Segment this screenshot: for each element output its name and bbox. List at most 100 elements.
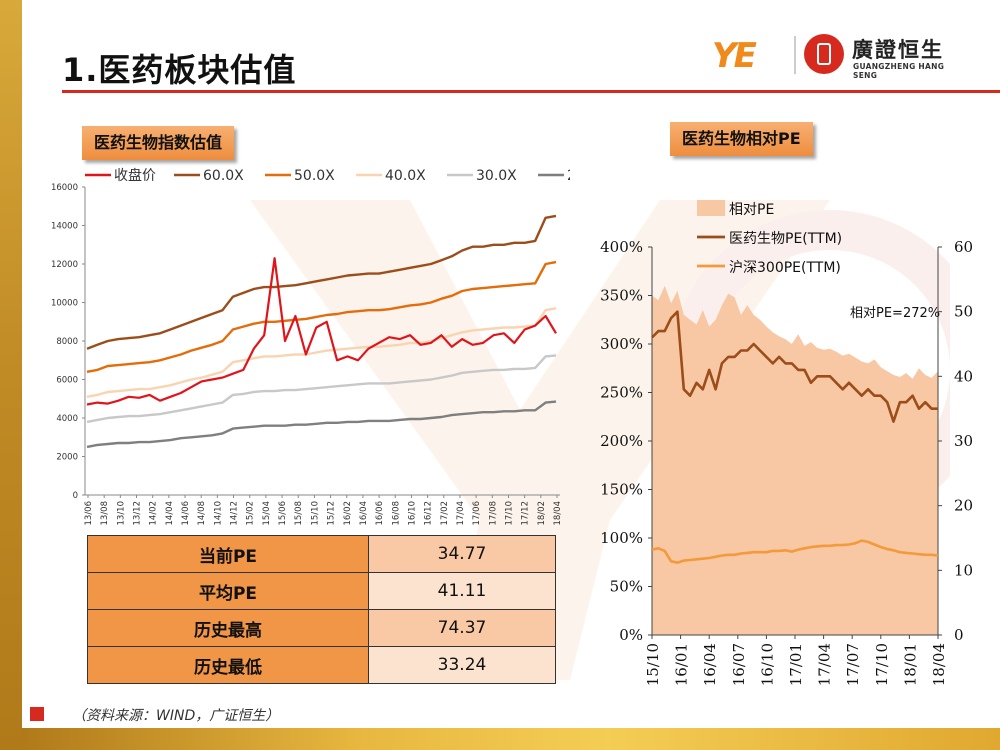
stat-value: 74.37 (368, 609, 556, 647)
legend-label: 60.0X (203, 168, 244, 184)
stat-value: 41.11 (368, 572, 556, 610)
x-tick-label: 15/06 (278, 501, 288, 526)
x-tick-label: 16/04 (359, 501, 369, 526)
x-tick-label: 17/10 (873, 643, 891, 686)
x-tick-label: 14/06 (181, 501, 191, 526)
x-tick-label: 16/04 (701, 643, 719, 686)
right-y-tick-label: 0 (954, 626, 964, 644)
right-y-tick-label: 20 (954, 497, 973, 515)
x-tick-label: 15/10 (644, 643, 662, 686)
table-row: 历史最低 33.24 (87, 646, 556, 684)
y-tick-label: 2000 (56, 453, 78, 463)
ye-logo-mark: YE (712, 36, 757, 76)
x-tick-label: 13/10 (116, 501, 126, 526)
relative-pe-chart: 0% 50% 100% 150% 200% 250% 300% 350% 400% 0 10 20 30… (600, 200, 973, 686)
x-tick-label: 18/04 (553, 501, 563, 526)
x-tick-label: 18/02 (537, 501, 547, 526)
x-tick-label: 14/10 (213, 501, 223, 526)
legend-label: 30.0X (476, 168, 517, 184)
relative-pe-area (652, 285, 938, 635)
relative-pe-area-fill (652, 285, 938, 635)
logo-divider (794, 36, 796, 74)
right-chart-title: 医药生物相对PE (670, 122, 813, 156)
x-tick-label: 13/08 (100, 501, 110, 526)
y-tick-label: 16000 (51, 183, 78, 193)
x-tick-label: 16/10 (407, 501, 417, 526)
left-y-tick-label: 300% (600, 335, 643, 353)
title-rule (62, 90, 1000, 93)
series-line (651, 310, 938, 423)
x-tick-label: 15/02 (246, 501, 256, 526)
left-y-tick-label: 250% (600, 384, 643, 402)
table-row: 平均PE 41.11 (87, 572, 556, 610)
relative-pe-legend: 相对PE 医药生物PE(TTM) 沪深300PE(TTM) (697, 200, 842, 276)
stat-label: 历史最高 (87, 609, 369, 647)
brand-logo: YE 廣證恒生 GUANGZHENG HANG SENG (712, 32, 960, 80)
source-marker (30, 707, 44, 721)
x-tick-label: 16/01 (673, 643, 691, 686)
series-line (86, 400, 557, 449)
logo-chinese-name: 廣證恒生 (852, 38, 944, 62)
legend-label: 20.0X (567, 168, 570, 184)
left-decor-bar (0, 0, 22, 750)
left-y-tick-label: 200% (600, 432, 643, 450)
left-y-tick-label: 0% (619, 626, 643, 644)
right-y-tick-label: 50 (954, 303, 973, 321)
y-tick-label: 12000 (51, 260, 78, 270)
x-tick-label: 15/08 (294, 501, 304, 526)
x-tick-label: 18/01 (901, 643, 919, 686)
series-line (86, 307, 557, 398)
left-chart-title: 医药生物指数估值 (82, 126, 235, 160)
legend-label: 收盘价 (114, 167, 156, 184)
right-y-tick-label: 60 (954, 238, 973, 256)
x-tick-label: 16/08 (391, 501, 401, 526)
source-note: （资料来源：WIND，广证恒生） (72, 708, 280, 724)
pe-band-chart: 收盘价 60.0X 50.0X 40.0X 30.0X 20.0X 0 2000 4000 60… (51, 167, 570, 526)
table-row: 当前PE 34.77 (87, 535, 556, 573)
x-tick-label: 18/04 (930, 643, 948, 686)
x-tick-label: 13/06 (84, 501, 94, 526)
y-tick-label: 14000 (51, 222, 78, 232)
x-tick-label: 17/02 (440, 501, 450, 526)
x-tick-label: 17/10 (504, 501, 514, 526)
x-tick-label: 15/10 (310, 501, 320, 526)
stat-value: 34.77 (368, 535, 556, 573)
x-tick-label: 15/04 (262, 501, 272, 526)
x-tick-label: 17/12 (521, 501, 531, 526)
legend-label: 40.0X (385, 168, 426, 184)
y-tick-label: 8000 (56, 337, 78, 347)
x-tick-label: 16/12 (424, 501, 434, 526)
legend-label: 沪深300PE(TTM) (729, 260, 841, 276)
series-line (86, 214, 557, 350)
left-y-tick-label: 400% (600, 238, 643, 256)
pe-band-axes: 0 2000 4000 6000 8000 10000 12000 14000 16000 13/… (51, 183, 563, 526)
right-y-tick-label: 40 (954, 367, 973, 385)
relative-pe-lines (651, 310, 939, 564)
series-line (86, 354, 557, 424)
x-tick-label: 17/06 (472, 501, 482, 526)
y-tick-label: 4000 (56, 414, 78, 424)
left-y-tick-label: 350% (600, 287, 643, 305)
y-tick-label: 10000 (51, 299, 78, 309)
x-tick-label: 16/10 (758, 643, 776, 686)
x-tick-label: 14/08 (197, 501, 207, 526)
seal-icon (804, 34, 844, 74)
left-y-tick-label: 100% (600, 529, 643, 547)
left-y-tick-label: 50% (610, 578, 643, 596)
y-tick-label: 0 (73, 491, 78, 501)
x-tick-label: 15/12 (327, 501, 337, 526)
pe-stats-table: 当前PE 34.77 平均PE 41.11 历史最高 74.37 历史最低 33.24 (87, 535, 556, 684)
logo-english-name: GUANGZHENG HANG SENG (853, 62, 945, 80)
relative-pe-axes: 0% 50% 100% 150% 200% 250% 300% 350% 400% 0 10 20 30… (600, 238, 973, 686)
stat-label: 历史最低 (87, 646, 369, 684)
table-row: 历史最高 74.37 (87, 609, 556, 647)
series-line (86, 260, 557, 373)
series-line (86, 257, 557, 406)
x-tick-label: 14/02 (149, 501, 159, 526)
legend-label: 相对PE (729, 202, 774, 218)
left-y-tick-label: 150% (600, 481, 643, 499)
x-tick-label: 17/04 (816, 643, 834, 686)
x-tick-label: 14/12 (230, 501, 240, 526)
pe-band-series (86, 214, 557, 449)
x-tick-label: 17/08 (488, 501, 498, 526)
